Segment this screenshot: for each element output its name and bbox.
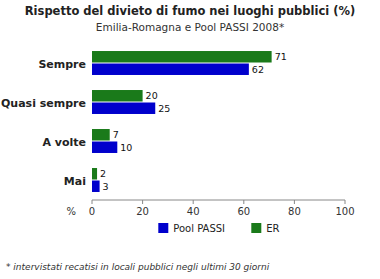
x-tick [345, 200, 346, 204]
data-label: 10 [120, 142, 132, 153]
legend-label: ER [266, 223, 279, 234]
x-tick [243, 200, 244, 204]
x-tick [294, 200, 295, 204]
x-tick-label: 80 [288, 206, 301, 217]
bar [92, 168, 97, 179]
data-label: 62 [252, 64, 264, 75]
x-tick [142, 200, 143, 204]
x-axis-line [92, 200, 345, 201]
legend-label: Pool PASSI [173, 223, 225, 234]
bar [92, 129, 110, 140]
chart: Rispetto del divieto di fumo nei luoghi … [0, 0, 380, 279]
data-label: 25 [158, 103, 170, 114]
data-label: 71 [275, 51, 287, 62]
data-label: 3 [103, 181, 109, 192]
data-label: 20 [146, 90, 158, 101]
x-tick-label: 40 [187, 206, 200, 217]
bars [92, 51, 272, 192]
legend-swatch [158, 223, 168, 233]
chart-container: Rispetto del divieto di fumo nei luoghi … [0, 0, 380, 279]
x-axis: 0 20 40 60 80 100% [66, 200, 354, 217]
x-tick-label: 0 [89, 206, 95, 217]
data-label: 7 [113, 129, 119, 140]
bar [92, 90, 143, 101]
data-label: 2 [100, 168, 106, 179]
footnote: * intervistati recatisi in locali pubbli… [6, 262, 270, 272]
category-label: Sempre [38, 58, 86, 71]
legend: Pool PASSI ER [158, 223, 279, 234]
x-tick [193, 200, 194, 204]
category-label: A volte [42, 136, 86, 149]
x-axis-label: % [66, 206, 76, 217]
bar [92, 181, 100, 192]
bar [92, 51, 272, 62]
title: Rispetto del divieto di fumo nei luoghi … [25, 4, 356, 18]
subtitle: Emilia-Romagna e Pool PASSI 2008* [96, 21, 284, 33]
legend-swatch [251, 223, 261, 233]
x-tick [92, 200, 93, 204]
bar [92, 103, 155, 114]
x-tick-label: 60 [237, 206, 250, 217]
x-tick-label: 20 [136, 206, 149, 217]
data-labels: 62 25 10 3 71 20 7 2 [100, 51, 287, 191]
bar [92, 64, 249, 75]
category-label: Quasi sempre [1, 97, 86, 110]
x-tick-label: 100 [335, 206, 354, 217]
category-label: Mai [64, 175, 86, 188]
bar [92, 142, 117, 153]
